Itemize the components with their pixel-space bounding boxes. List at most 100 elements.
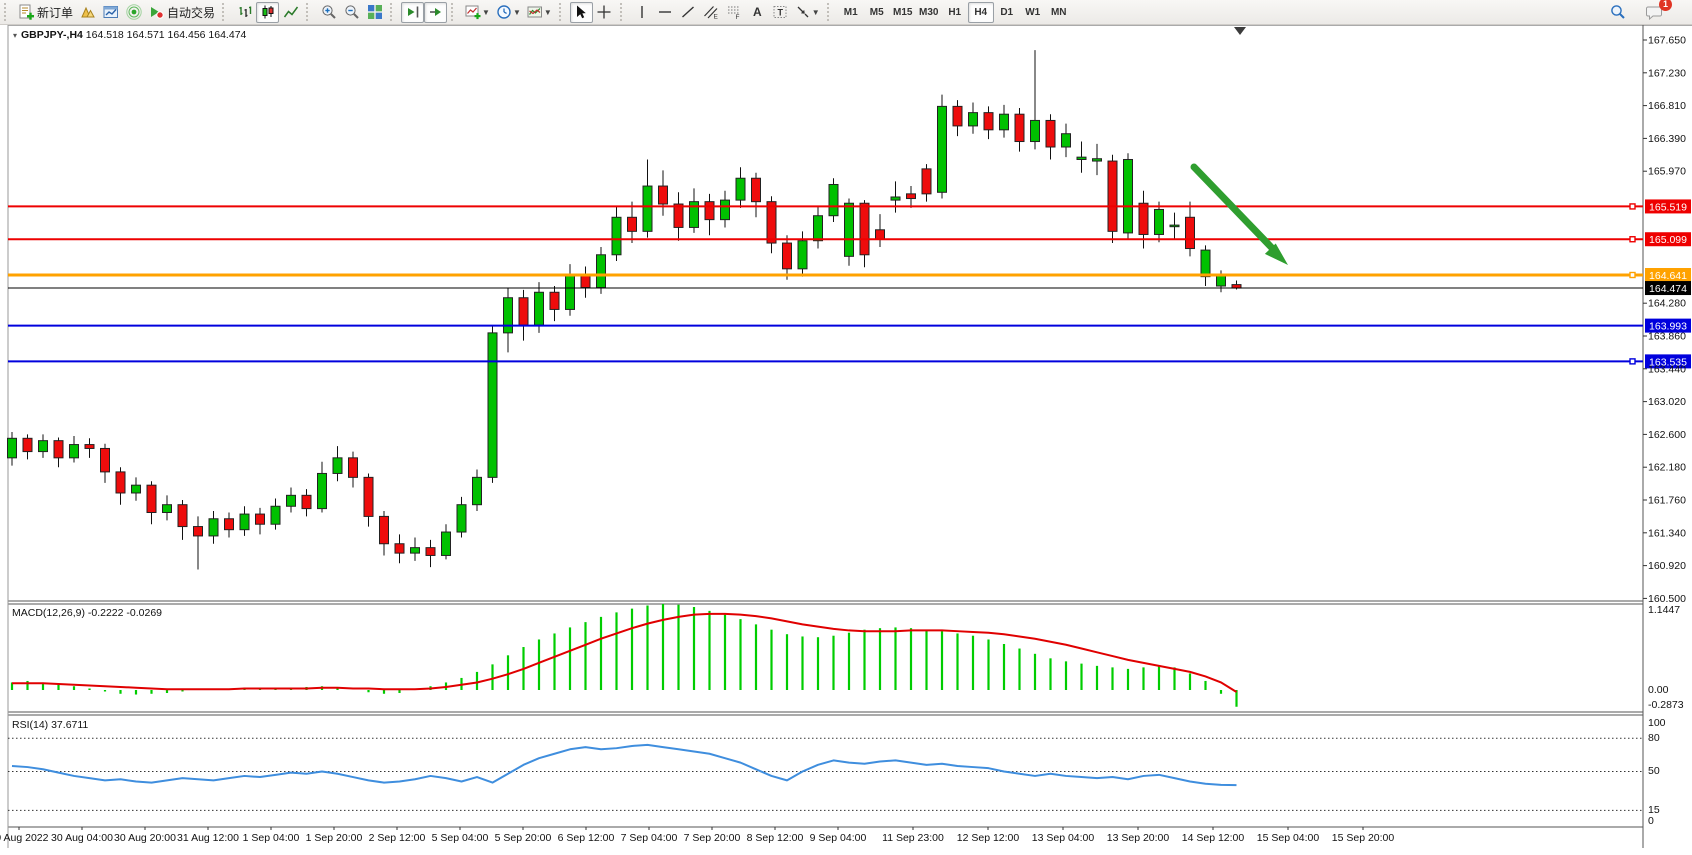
toolbar-grip[interactable] <box>451 3 459 21</box>
chart-title[interactable]: ▾ GBPJPY-,H4 164.518 164.571 164.456 164.… <box>13 29 246 41</box>
notifications-button[interactable]: 1 <box>1643 0 1672 23</box>
candle-body <box>162 504 172 514</box>
tile-windows-button[interactable] <box>363 2 386 23</box>
line-handle[interactable] <box>1629 358 1636 365</box>
timeframe-button-W1[interactable]: W1 <box>1025 6 1041 18</box>
fibonacci-tool-button[interactable]: F <box>723 2 746 23</box>
candle-body <box>983 112 994 131</box>
candle-body <box>1123 158 1133 234</box>
line-chart-button[interactable] <box>279 2 302 23</box>
timeframe-button-M5[interactable]: M5 <box>869 6 884 18</box>
candle-body <box>301 494 312 510</box>
vertical-line-tool-button[interactable] <box>631 2 654 23</box>
candle-body <box>844 202 854 257</box>
time-label: 5 Sep 04:00 <box>432 832 489 844</box>
candlestick-chart-button[interactable] <box>256 1 280 23</box>
gold-chart-icon <box>80 4 96 20</box>
chart-shift-button[interactable] <box>401 1 425 23</box>
crosshair-tool-button[interactable] <box>593 2 616 23</box>
candle-body <box>1138 202 1149 235</box>
svg-text:T: T <box>778 8 784 18</box>
trend-arrow-line[interactable] <box>1190 163 1276 252</box>
search-button[interactable] <box>1606 2 1629 23</box>
time-label: 8 Sep 12:00 <box>747 832 804 844</box>
time-label: 29 Aug 2022 <box>0 832 49 844</box>
candle-body <box>1200 249 1211 278</box>
ohlc-values: 164.518 164.571 164.456 164.474 <box>85 29 247 41</box>
channel-tool-button[interactable]: E <box>700 2 723 23</box>
trendline-icon <box>680 4 696 20</box>
text-label-tool-button[interactable]: T <box>769 2 792 23</box>
text-tool-icon: A <box>752 5 762 19</box>
macd-axis-label: -0.2873 <box>1648 699 1684 711</box>
toolbar-grip[interactable] <box>4 3 12 21</box>
toolbar-grip[interactable] <box>306 3 314 21</box>
candle-body <box>797 240 808 270</box>
trend-arrow-head[interactable] <box>1264 243 1288 266</box>
toolbar-grip[interactable] <box>826 3 835 21</box>
time-label: 2 Sep 12:00 <box>369 832 426 844</box>
toolbar-grip[interactable] <box>558 3 567 21</box>
terminal-window-button[interactable] <box>99 2 122 23</box>
candle-body <box>1076 156 1087 160</box>
candle-body <box>286 494 296 507</box>
candle-body <box>751 177 761 203</box>
price-tick-label: 163.860 <box>1648 330 1686 342</box>
price-tick-label: 165.970 <box>1648 166 1686 178</box>
channel-icon: E <box>703 4 719 20</box>
trendline-tool-button[interactable] <box>677 2 700 23</box>
candle-body <box>1045 119 1056 148</box>
candle-body <box>255 513 265 525</box>
price-tick-label: 166.810 <box>1648 100 1686 112</box>
auto-scroll-button[interactable] <box>424 1 448 23</box>
cursor-icon <box>573 4 589 20</box>
time-label: 11 Sep 23:00 <box>882 832 944 844</box>
time-label: 5 Sep 20:00 <box>495 832 552 844</box>
zoom-in-button[interactable] <box>317 2 340 23</box>
candle-body <box>611 216 622 256</box>
timeframe-button-D1[interactable]: D1 <box>1000 6 1014 18</box>
cursor-tool-button[interactable] <box>569 1 593 23</box>
line-handle[interactable] <box>1629 236 1636 243</box>
time-label: 30 Aug 20:00 <box>114 832 176 844</box>
templates-button[interactable]: ▼ <box>524 2 555 23</box>
rsi-axis-label: 100 <box>1648 717 1666 729</box>
periods-button[interactable]: ▼ <box>493 2 524 23</box>
toolbar-grip[interactable] <box>619 3 628 21</box>
new-order-button[interactable]: 新订单 <box>15 2 76 23</box>
candle-body <box>1169 224 1180 228</box>
autotrading-button[interactable]: 自动交易 <box>145 2 218 23</box>
toolbar-grip[interactable] <box>390 3 398 21</box>
rsi-axis-label: 50 <box>1648 765 1660 777</box>
price-level-label-box <box>1645 318 1691 333</box>
market-watch-button[interactable] <box>76 2 99 23</box>
timeframe-button-M1[interactable]: M1 <box>843 6 858 18</box>
timeframe-button-M15[interactable]: M15 <box>892 6 913 18</box>
candle-body <box>332 457 343 474</box>
timeframe-button-M30[interactable]: M30 <box>918 6 939 18</box>
price-tick-label: 161.340 <box>1648 527 1686 539</box>
candle-body <box>565 273 575 310</box>
zoom-out-button[interactable] <box>340 2 363 23</box>
line-handle[interactable] <box>1629 203 1636 210</box>
line-handle[interactable] <box>1629 271 1636 279</box>
one-click-expand-icon[interactable]: ▾ <box>13 31 18 40</box>
candle-body <box>1185 216 1195 250</box>
candle-body <box>658 185 668 205</box>
shapes-tool-button[interactable]: ▼ <box>792 2 823 23</box>
vertical-line-icon <box>634 4 650 20</box>
bar-chart-button[interactable] <box>233 2 256 23</box>
toolbar-grip[interactable] <box>222 3 230 21</box>
candle-body <box>1014 113 1025 143</box>
candle-body <box>766 201 777 244</box>
tile-windows-icon <box>367 4 383 20</box>
chart-shift-marker[interactable] <box>1234 27 1246 35</box>
horizontal-line-tool-button[interactable] <box>654 2 677 23</box>
timeframe-button-H4[interactable]: H4 <box>967 1 994 23</box>
indicators-button[interactable]: ▼ <box>462 2 493 23</box>
news-sound-button[interactable] <box>122 2 145 23</box>
text-tool-button[interactable]: A <box>746 2 769 23</box>
price-tick-label: 160.920 <box>1648 560 1686 572</box>
timeframe-button-H1[interactable]: H1 <box>948 6 962 18</box>
timeframe-button-MN[interactable]: MN <box>1050 6 1067 18</box>
